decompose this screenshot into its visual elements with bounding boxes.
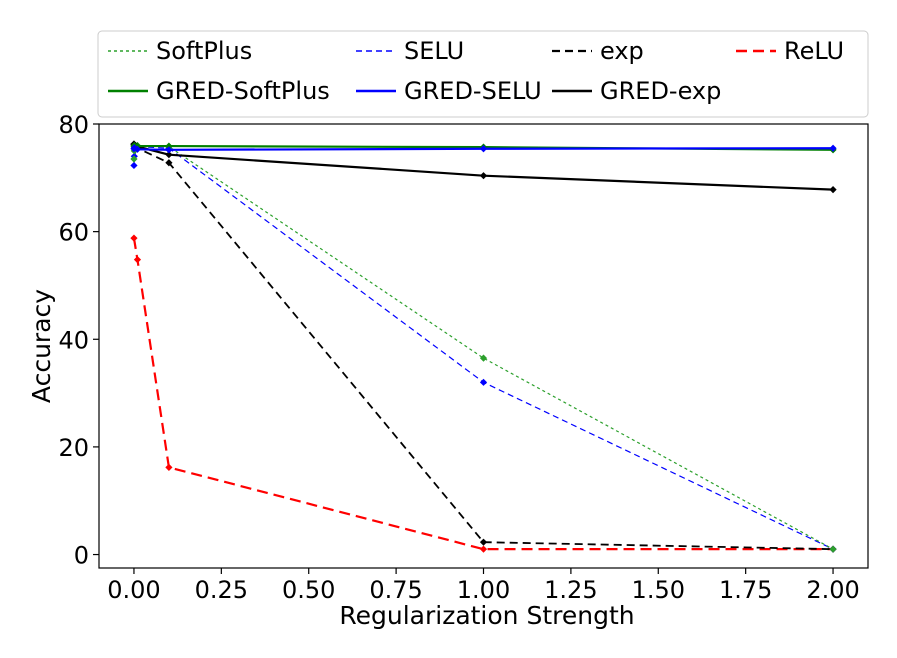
- data-point-softplus: [829, 545, 837, 553]
- data-point-gred-selu: [829, 144, 837, 152]
- series-gred-selu: [130, 144, 837, 154]
- data-point-gred-selu: [479, 145, 488, 153]
- x-tick-label: 0.25: [195, 576, 248, 604]
- legend-label-gred-selu: GRED-SELU: [404, 77, 542, 105]
- x-tick-label: 2.00: [806, 576, 859, 604]
- legend-entry-exp: exp: [552, 37, 644, 65]
- y-tick-label: 0: [74, 542, 89, 570]
- x-tick-label: 1.50: [632, 576, 685, 604]
- data-point-gred-softplus: [165, 142, 173, 150]
- series-line-selu: [133, 146, 834, 550]
- legend-entry-gred-softplus: GRED-SoftPlus: [108, 77, 330, 105]
- legend-label-gred-exp: GRED-exp: [600, 77, 721, 105]
- legend-label-gred-softplus: GRED-SoftPlus: [156, 77, 330, 105]
- data-point-gred-selu: [165, 146, 173, 154]
- x-tick-label: 1.00: [457, 576, 510, 604]
- legend: SoftPlus SELU exp ReLU GRED-SoftPlus GRED-SEL…: [97, 30, 869, 118]
- y-tick-label: 40: [58, 326, 89, 354]
- plot-area: [130, 140, 837, 553]
- series-exp: [130, 140, 837, 553]
- x-tick-label: 0.50: [282, 576, 335, 604]
- data-point-gred-exp: [479, 172, 488, 180]
- data-point-gred-exp: [829, 186, 837, 194]
- data-point-softplus: [130, 155, 138, 163]
- plot-frame: [98, 123, 869, 569]
- y-axis-label: Accuracy: [27, 289, 56, 403]
- y-tick-label: 80: [58, 111, 89, 139]
- series-selu: [130, 143, 837, 553]
- x-tick-label: 1.75: [719, 576, 772, 604]
- legend-entry-selu: SELU: [356, 37, 464, 65]
- data-point-relu: [165, 463, 173, 471]
- legend-label-exp: exp: [600, 37, 644, 65]
- data-point-exp: [479, 538, 488, 546]
- series-line-exp: [133, 144, 834, 551]
- series-softplus: [130, 141, 837, 553]
- series-relu: [130, 234, 837, 553]
- x-axis-label: Regularization Strength: [339, 601, 634, 630]
- x-tick-label: 0.75: [369, 576, 422, 604]
- data-point-relu: [479, 545, 488, 553]
- legend-label-selu: SELU: [404, 37, 464, 65]
- data-point-gred-exp: [165, 151, 173, 159]
- data-point-relu: [130, 234, 138, 242]
- legend-entry-gred-selu: GRED-SELU: [356, 77, 542, 105]
- legend-entry-softplus: SoftPlus: [108, 37, 252, 65]
- data-point-softplus: [479, 354, 488, 362]
- legend-entry-relu: ReLU: [736, 37, 844, 65]
- legend-label-softplus: SoftPlus: [156, 37, 252, 65]
- legend-entry-gred-exp: GRED-exp: [552, 77, 721, 105]
- data-point-gred-selu: [133, 145, 142, 153]
- axes: 0.00 0.25 0.50 0.75 1.00 1.25 1.50 1.75 2.00 0 20 4…: [58, 111, 869, 604]
- data-point-exp: [165, 159, 173, 167]
- x-tick-label: 1.25: [544, 576, 597, 604]
- legend-label-relu: ReLU: [784, 37, 844, 65]
- series-line-relu: [132, 237, 834, 551]
- data-point-selu: [130, 161, 138, 170]
- data-point-relu: [133, 256, 142, 264]
- data-point-selu: [479, 378, 488, 386]
- series-line-softplus: [133, 144, 834, 550]
- y-tick-label: 60: [58, 219, 89, 247]
- legend-box: [97, 30, 869, 118]
- x-tick-label: 0.00: [107, 576, 160, 604]
- y-tick-label: 20: [58, 434, 89, 462]
